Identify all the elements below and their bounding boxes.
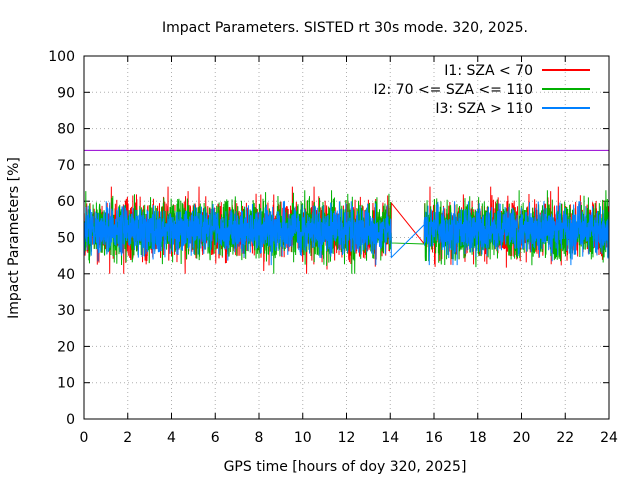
grid-lines [84, 56, 609, 419]
x-tick-label: 0 [80, 430, 89, 446]
legend: I1: SZA < 70 I2: 70 <= SZA <= 110 I3: SZ… [373, 63, 590, 117]
y-tick-label: 0 [66, 412, 75, 428]
legend-label-i2: I2: 70 <= SZA <= 110 [373, 82, 533, 98]
y-tick-label: 10 [57, 376, 75, 392]
series-line-i3 [84, 201, 609, 266]
legend-label-i1: I1: SZA < 70 [444, 63, 533, 79]
x-tick-label: 20 [513, 430, 531, 446]
x-tick-label: 16 [425, 430, 443, 446]
y-tick-label: 20 [57, 339, 75, 355]
x-tick-label: 6 [211, 430, 220, 446]
x-tick-label: 22 [556, 430, 574, 446]
y-tick-label: 30 [57, 303, 75, 319]
y-tick-label: 60 [57, 194, 75, 210]
x-tick-label: 10 [294, 430, 312, 446]
x-tick-label: 4 [167, 430, 176, 446]
y-tick-label: 100 [48, 49, 75, 65]
y-axis-ticks: 0 10 20 30 40 50 60 70 80 90 100 [48, 49, 609, 428]
y-tick-label: 80 [57, 122, 75, 138]
x-tick-label: 18 [469, 430, 487, 446]
legend-label-i3: I3: SZA > 110 [435, 101, 533, 117]
y-tick-label: 70 [57, 158, 75, 174]
series-layer [84, 186, 609, 274]
plot-frame [83, 55, 610, 420]
chart-title: Impact Parameters. SISTED rt 30s mode. 3… [162, 20, 528, 36]
x-tick-label: 8 [255, 430, 264, 446]
y-tick-label: 40 [57, 267, 75, 283]
y-tick-label: 90 [57, 85, 75, 101]
x-tick-label: 12 [338, 430, 356, 446]
y-tick-label: 50 [57, 231, 75, 247]
y-axis-label: Impact Parameters [%] [6, 157, 22, 319]
x-tick-label: 2 [123, 430, 132, 446]
x-axis-label: GPS time [hours of doy 320, 2025] [224, 459, 467, 475]
x-tick-label: 14 [381, 430, 399, 446]
x-axis-ticks: 0 2 4 6 8 10 12 14 16 18 20 22 24 [80, 56, 618, 446]
x-tick-label: 24 [600, 430, 618, 446]
